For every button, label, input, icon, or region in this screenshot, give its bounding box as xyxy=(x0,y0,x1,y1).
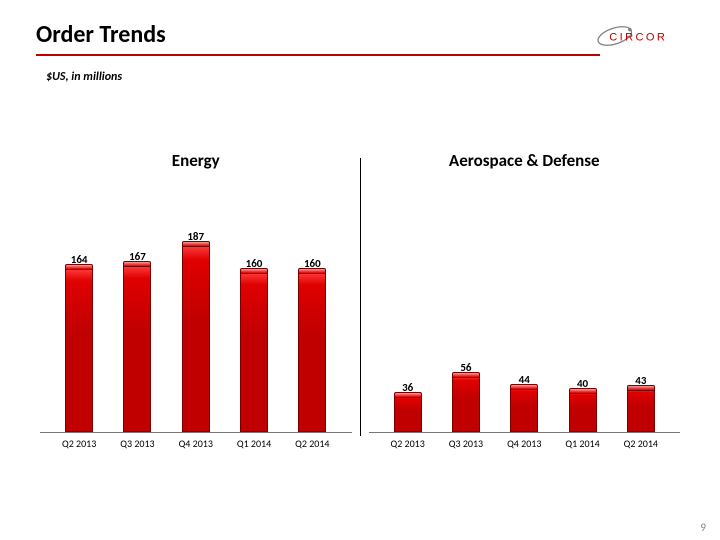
brand-text: CIRCOR xyxy=(609,32,667,44)
chart-divider xyxy=(360,158,361,436)
bar-group: 36 xyxy=(386,381,430,432)
title-rule xyxy=(36,54,600,56)
bar-group: 56 xyxy=(444,361,488,432)
x-axis-label: Q2 2013 xyxy=(57,437,101,450)
chart-aero-xlabels: Q2 2013 Q3 2013 Q4 2013 Q1 2014 Q2 2014 xyxy=(369,433,681,450)
bar xyxy=(182,245,210,432)
x-axis-label: Q3 2013 xyxy=(115,437,159,450)
page-number: 9 xyxy=(700,521,706,534)
x-axis-label: Q2 2014 xyxy=(290,437,334,450)
bar xyxy=(298,272,326,432)
bar xyxy=(65,268,93,432)
x-axis-label: Q1 2014 xyxy=(232,437,276,450)
chart-aero-plot: 36 5644 40 43 xyxy=(369,181,681,433)
bar xyxy=(452,376,480,432)
bar xyxy=(394,396,422,432)
chart-energy: Energy 164 167 187 160 160 Q2 2013 Q3 2013 Q4 … xyxy=(40,150,352,450)
page-title: Order Trends xyxy=(36,20,684,49)
bar-group: 43 xyxy=(619,374,663,432)
subtitle: $US, in millions xyxy=(46,70,122,84)
bar-group: 160 xyxy=(290,257,334,432)
chart-aero: Aerospace & Defense 36 5644 40 43 Q2 2013 Q3… xyxy=(369,150,681,450)
x-axis-label: Q4 2013 xyxy=(174,437,218,450)
bar xyxy=(510,388,538,432)
chart-aero-title: Aerospace & Defense xyxy=(369,150,681,171)
x-axis-label: Q3 2013 xyxy=(444,437,488,450)
bar xyxy=(569,392,597,432)
chart-energy-plot: 164 167 187 160 160 xyxy=(40,181,352,433)
charts-area: Energy 164 167 187 160 160 Q2 2013 Q3 2013 Q4 … xyxy=(40,150,680,450)
bar-group: 187 xyxy=(174,230,218,432)
bar xyxy=(123,265,151,432)
bar-group: 160 xyxy=(232,257,276,432)
x-axis-label: Q4 2013 xyxy=(502,437,546,450)
bar-group: 44 xyxy=(502,373,546,432)
bar-group: 40 xyxy=(561,377,605,432)
bar-group: 164 xyxy=(57,253,101,432)
bar xyxy=(627,389,655,432)
x-axis-label: Q1 2014 xyxy=(561,437,605,450)
brand-logo: CIRCOR xyxy=(595,16,690,56)
x-axis-label: Q2 2014 xyxy=(619,437,663,450)
bar xyxy=(240,272,268,432)
chart-energy-title: Energy xyxy=(40,150,352,171)
x-axis-label: Q2 2013 xyxy=(386,437,430,450)
bar-group: 167 xyxy=(115,250,159,432)
chart-energy-xlabels: Q2 2013 Q3 2013 Q4 2013 Q1 2014 Q2 2014 xyxy=(40,433,352,450)
